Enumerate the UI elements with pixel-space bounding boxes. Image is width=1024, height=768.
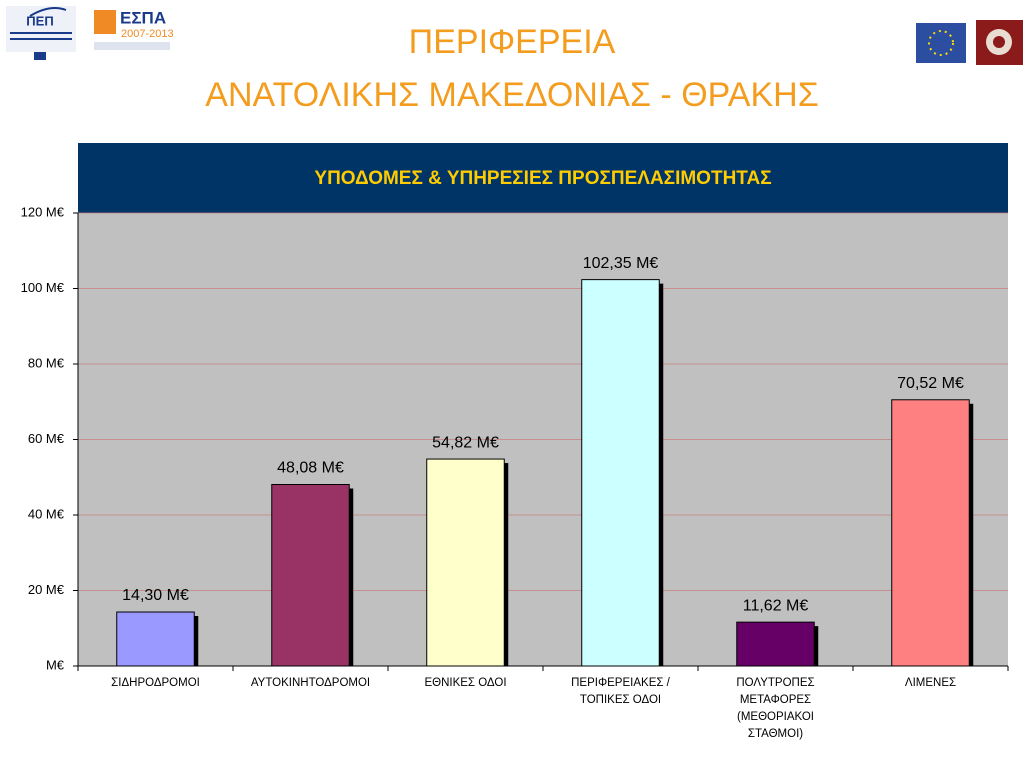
chart-title-band <box>78 143 1008 213</box>
region-emblem <box>976 20 1023 65</box>
value-label: 14,30 M€ <box>122 587 189 604</box>
eu-flag <box>916 23 966 63</box>
bar <box>271 483 350 667</box>
bar <box>891 399 970 667</box>
bar <box>116 611 195 667</box>
espa-text: ΕΣΠΑ <box>120 8 166 27</box>
y-tick-label: 100 M€ <box>21 280 65 295</box>
chart-title: ΥΠΟΔΟΜΕΣ & ΥΠΗΡΕΣΙΕΣ ΠΡΟΣΠΕΛΑΣΙΜΟΤΗΤΑΣ <box>314 168 771 189</box>
y-tick-label: 20 M€ <box>28 582 65 597</box>
y-tick-label: M€ <box>46 657 65 672</box>
y-tick-label: 80 M€ <box>28 355 65 370</box>
x-tick-label: ΑΥΤΟΚΙΝΗΤΟΔΡΟΜΟΙ <box>250 677 371 689</box>
title-line: ΠΕΡΙΦΕΡΕΙΑ <box>409 23 616 61</box>
pep-logo: ΠΕΠ <box>6 6 76 60</box>
bar <box>581 279 660 667</box>
bar <box>426 458 505 667</box>
x-tick-label: ΕΘΝΙΚΕΣ ΟΔΟΙ <box>424 677 507 689</box>
value-label: 48,08 M€ <box>277 460 344 477</box>
x-tick-label: ΛΙΜΕΝΕΣ <box>904 677 957 689</box>
y-tick-label: 40 M€ <box>28 506 65 521</box>
bar <box>736 621 815 667</box>
pep-text: ΠΕΠ <box>26 13 53 28</box>
espa-logo: ΕΣΠΑ 2007-2013 <box>94 8 174 50</box>
x-tick-label: ΣΙΔΗΡΟΔΡΟΜΟΙ <box>111 677 200 689</box>
value-label: 70,52 M€ <box>897 375 964 392</box>
title-line: ΑΝΑΤΟΛΙΚΗΣ ΜΑΚΕΔΟΝΙΑΣ - ΘΡΑΚΗΣ <box>205 76 818 114</box>
y-tick-label: 60 M€ <box>28 431 65 446</box>
value-label: 11,62 M€ <box>743 597 809 614</box>
y-tick-label: 120 M€ <box>21 204 65 219</box>
value-label: 54,82 M€ <box>432 434 499 451</box>
value-label: 102,35 M€ <box>583 255 659 272</box>
x-tick-label: ΠΟΛΥΤΡΟΠΕΣ ΜΕΤΑΦΟΡΕΣ (ΜΕΘΟΡΙΑΚΟΙ ΣΤΑΘΜΟΙ… <box>736 677 815 740</box>
espa-years: 2007-2013 <box>121 28 174 40</box>
x-tick-label: ΠΕΡΙΦΕΡΕΙΑΚΕΣ / ΤΟΠΙΚΕΣ ΟΔΟΙ <box>571 677 670 706</box>
